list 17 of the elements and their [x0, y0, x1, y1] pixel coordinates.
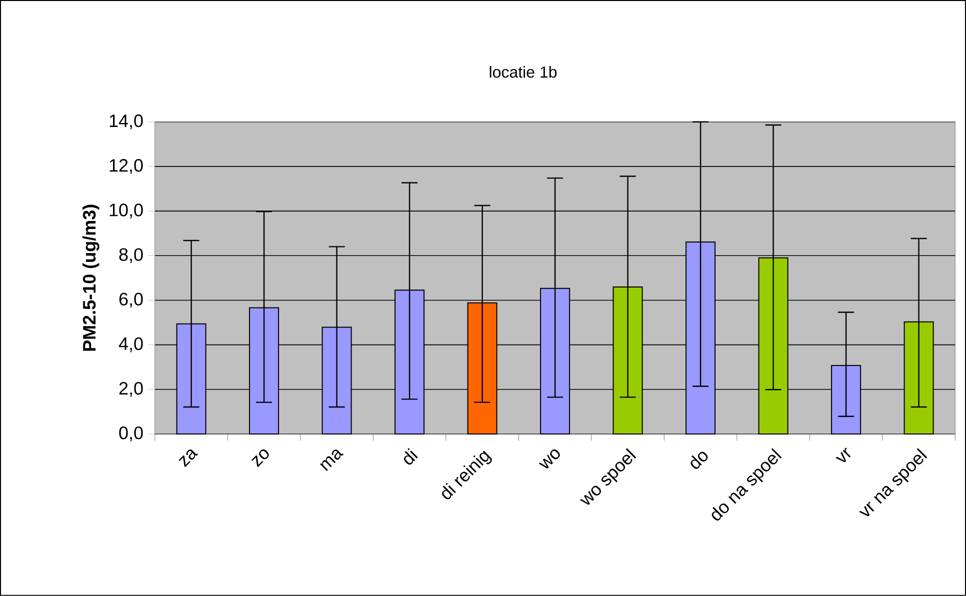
- x-tick-label: zo: [251, 449, 269, 468]
- y-tick-label: 2,0: [119, 382, 143, 397]
- y-tick-label: 8,0: [119, 248, 143, 264]
- x-tick-label: za: [178, 450, 198, 468]
- y-tick-label: 6,0: [119, 292, 143, 308]
- y-tick-label: 12,0: [110, 159, 143, 174]
- y-tick-label: 10,0: [110, 204, 143, 219]
- x-tick-label: do: [690, 452, 708, 469]
- x-tick-label: vr: [836, 448, 851, 462]
- x-tick-label: wo: [538, 449, 560, 469]
- y-tick-label: 0,0: [119, 426, 143, 442]
- y-tick-label: 14,0: [110, 114, 143, 130]
- y-tick-label: 4,0: [118, 337, 143, 352]
- chart-title: locatie 1b: [490, 66, 557, 78]
- x-tick-label: di: [404, 448, 418, 465]
- x-tick-label: ma: [320, 450, 344, 472]
- y-axis-title: PM2.5-10 (ug/m3): [82, 204, 100, 351]
